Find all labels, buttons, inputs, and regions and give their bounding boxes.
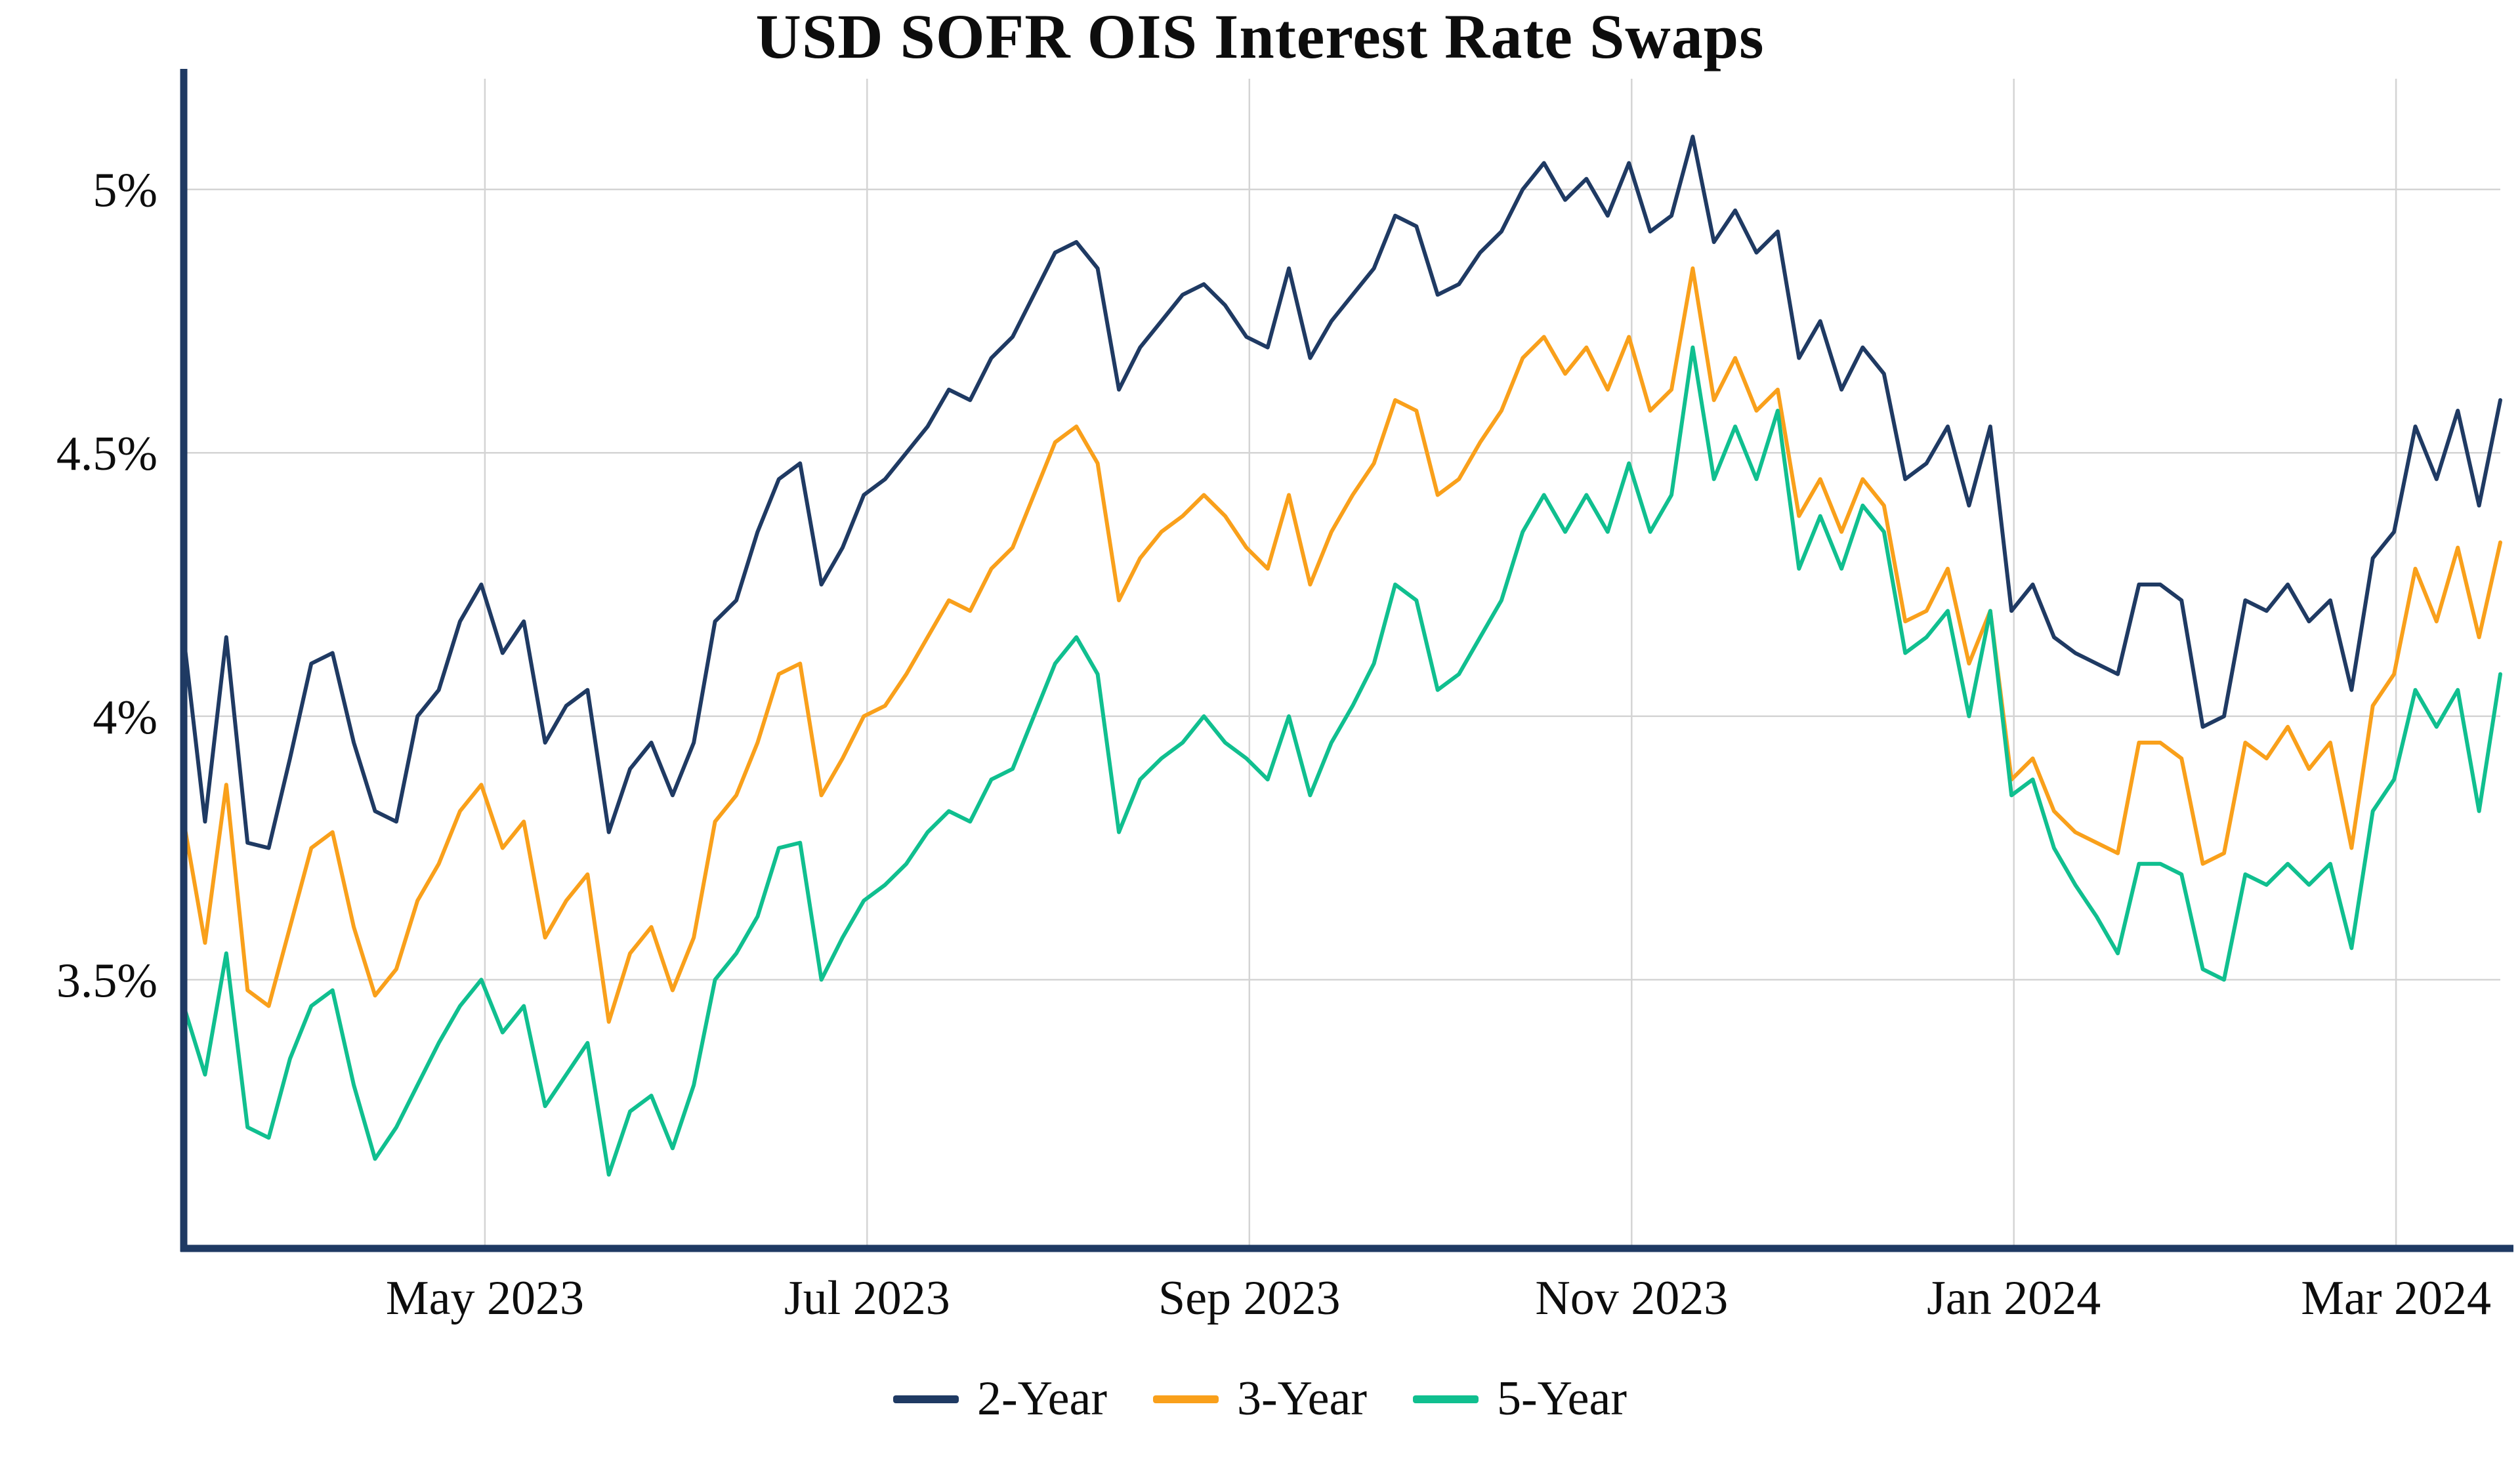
svg-text:4.5%: 4.5%: [56, 427, 158, 481]
legend-label-3-year: 3-Year: [1236, 1372, 1367, 1426]
legend: 2-Year 3-Year 5-Year: [0, 1371, 2520, 1427]
svg-text:Jul 2023: Jul 2023: [784, 1271, 950, 1325]
svg-text:4%: 4%: [93, 691, 158, 745]
chart-title: USD SOFR OIS Interest Rate Swaps: [755, 1, 1765, 72]
svg-text:5%: 5%: [93, 164, 158, 218]
legend-label-5-year: 5-Year: [1497, 1372, 1628, 1426]
plot-area: 3.5% 4% 4.5% 5% May 2023 Jul 2023 Sep 2023 Nov …: [56, 69, 2513, 1325]
svg-text:Sep 2023: Sep 2023: [1158, 1271, 1341, 1325]
legend-item-3-year: 3-Year: [1152, 1371, 1367, 1427]
legend-swatch-5-year: [1413, 1395, 1479, 1403]
legend-item-2-year: 2-Year: [892, 1371, 1107, 1427]
legend-swatch-2-year: [892, 1395, 959, 1403]
svg-text:Nov 2023: Nov 2023: [1535, 1271, 1728, 1325]
svg-text:3.5%: 3.5%: [56, 954, 158, 1008]
svg-text:Jan 2024: Jan 2024: [1927, 1271, 2101, 1325]
svg-text:Mar 2024: Mar 2024: [2301, 1271, 2491, 1325]
legend-swatch-3-year: [1152, 1395, 1219, 1403]
legend-label-2-year: 2-Year: [976, 1372, 1107, 1426]
svg-text:May 2023: May 2023: [386, 1271, 584, 1325]
legend-item-5-year: 5-Year: [1413, 1371, 1627, 1427]
